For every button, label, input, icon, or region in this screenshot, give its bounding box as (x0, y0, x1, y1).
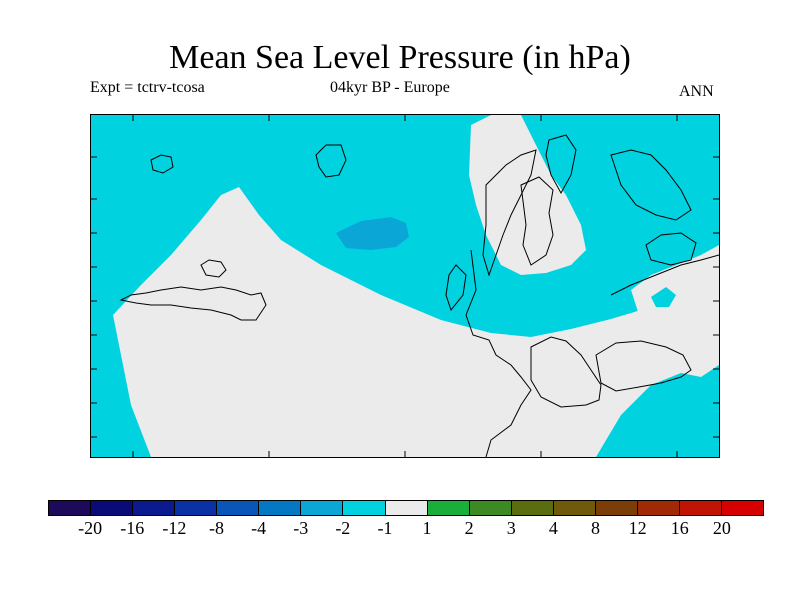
colorbar-swatch (217, 501, 260, 515)
neutral-zone-north (469, 115, 586, 275)
colorbar-tick-label: 8 (591, 518, 601, 538)
map-panel (90, 114, 720, 458)
colorbar-tick-label: -8 (208, 518, 224, 538)
negative-anomaly-core (336, 217, 409, 250)
colorbar-swatch (553, 501, 596, 515)
experiment-label: Expt = tctrv-tcosa (90, 79, 205, 96)
colorbar-swatch (469, 501, 512, 515)
colorbar-swatch (259, 501, 302, 515)
colorbar-swatch (679, 501, 722, 515)
colorbar-swatch (91, 501, 134, 515)
coastlines (119, 134, 719, 457)
colorbar-swatch (385, 501, 428, 515)
colorbar-tick-label: -3 (293, 518, 309, 538)
colorbar-swatch (49, 501, 92, 515)
period-region-label: 04kyr BP - Europe (330, 79, 450, 96)
neutral-zone-east (631, 245, 719, 325)
season-label: ANN (679, 83, 714, 100)
colorbar-swatch (637, 501, 680, 515)
colorbar-tick-label: 12 (628, 518, 647, 538)
cyan-patch-east (651, 287, 676, 307)
colorbar-tick-label: 2 (464, 518, 474, 538)
colorbar-swatch (511, 501, 554, 515)
colorbar-swatch (722, 501, 764, 515)
colorbar-tick-labels: -20 -16 -12 -8 -4 -3 -2 -1 1 2 3 4 8 12 16 20 (48, 518, 764, 540)
colorbar-tick-label: -4 (251, 518, 267, 538)
colorbar-legend (48, 500, 764, 516)
colorbar-swatch (301, 501, 344, 515)
colorbar-tick-label: -12 (162, 518, 187, 538)
page-title: Mean Sea Level Pressure (in hPa) (169, 39, 631, 76)
colorbar-swatch (343, 501, 386, 515)
neutral-zone-south (113, 187, 719, 457)
colorbar-tick-label: -16 (120, 518, 145, 538)
frame-ticks (91, 115, 719, 457)
colorbar-tick-label: 16 (670, 518, 689, 538)
colorbar-swatch (175, 501, 218, 515)
colorbar-tick-label: 4 (548, 518, 558, 538)
colorbar-tick-label: -20 (78, 518, 103, 538)
pressure-map (91, 115, 719, 457)
colorbar-tick-label: 20 (712, 518, 731, 538)
colorbar-swatch (133, 501, 176, 515)
colorbar-tick-label: -2 (335, 518, 351, 538)
colorbar-tick-label: 1 (422, 518, 432, 538)
colorbar-tick-label: -1 (377, 518, 393, 538)
colorbar-swatch (427, 501, 470, 515)
colorbar-swatch (595, 501, 638, 515)
colorbar-tick-label: 3 (506, 518, 516, 538)
